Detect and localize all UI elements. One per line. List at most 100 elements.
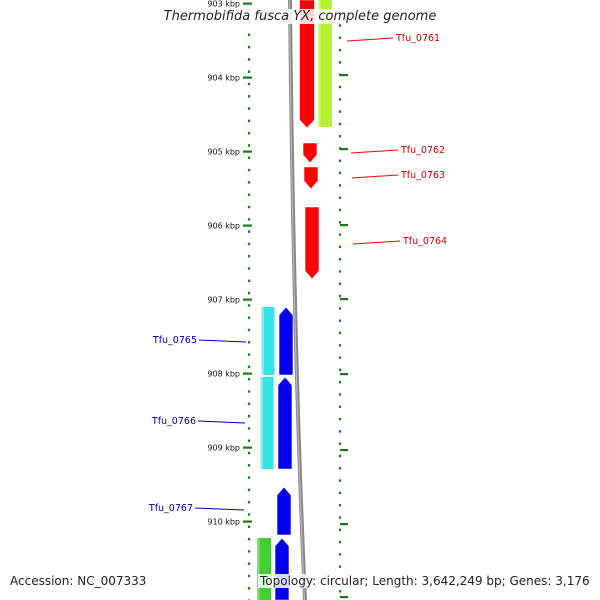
minor-tick — [339, 442, 342, 445]
kbp-major-tick — [243, 150, 252, 153]
minor-tick — [339, 258, 342, 261]
minor-tick — [248, 328, 251, 332]
gene-label: Tfu_0764 — [402, 236, 447, 247]
minor-tick — [248, 587, 251, 590]
minor-tick — [248, 181, 251, 184]
cds-arrow-tfu-0767 — [276, 486, 292, 536]
gene-labels: Tfu_0761 Tfu_0762 Tfu_0763 Tfu_0764 Tfu_0765… — [148, 33, 447, 514]
cds-arrow-tfu-0763 — [303, 166, 319, 190]
reverse-feature-bar-1-shade — [261, 307, 264, 375]
minor-tick — [339, 24, 342, 27]
minor-tick — [248, 476, 251, 479]
minor-tick — [248, 304, 251, 307]
kbp-label: 906 kbp — [207, 222, 240, 231]
minor-tick — [248, 365, 251, 369]
kbp-major-tick — [243, 446, 252, 449]
minor-tick — [339, 319, 342, 322]
gene-label: Tfu_0766 — [151, 416, 196, 427]
minor-tick — [339, 467, 342, 470]
minor-tick — [339, 491, 342, 495]
minor-tick — [248, 291, 251, 295]
minor-tick — [339, 504, 342, 507]
minor-tick — [339, 36, 342, 39]
ruler-ticks — [248, 9, 348, 600]
cds-arrow-next — [274, 537, 290, 600]
minor-tick — [248, 242, 251, 246]
backbone-highlight — [289, 0, 305, 600]
major-tick — [340, 449, 348, 452]
kbp-major-tick — [243, 2, 252, 5]
minor-tick — [248, 267, 251, 270]
minor-tick — [248, 107, 251, 110]
minor-tick — [248, 574, 251, 578]
minor-tick — [339, 479, 342, 482]
minor-tick — [248, 205, 251, 209]
gene-leader-line — [197, 420, 246, 424]
minor-tick — [339, 540, 342, 544]
minor-tick — [248, 119, 251, 123]
minor-tick — [339, 270, 342, 273]
kbp-label: 907 kbp — [207, 296, 240, 305]
kbp-major-tick — [243, 76, 252, 79]
minor-tick — [339, 171, 342, 175]
minor-tick — [248, 537, 251, 541]
minor-tick — [339, 454, 342, 458]
minor-tick — [248, 414, 251, 418]
reverse-feature-bar-1 — [261, 307, 275, 375]
minor-tick — [248, 156, 251, 159]
kbp-label: 905 kbp — [207, 148, 240, 157]
kbp-major-tick — [243, 520, 252, 523]
reverse-feature-bar-2-shade — [260, 377, 263, 469]
minor-tick — [339, 221, 342, 224]
minor-tick — [339, 282, 342, 285]
minor-tick — [339, 122, 342, 126]
minor-tick — [248, 341, 251, 344]
other-feature-bar-shade — [257, 538, 260, 600]
minor-tick — [248, 439, 251, 442]
minor-tick — [248, 488, 251, 492]
major-tick — [340, 523, 348, 526]
minor-tick — [248, 353, 251, 356]
minor-tick — [248, 193, 251, 196]
minor-tick — [248, 218, 251, 221]
minor-tick — [339, 331, 342, 335]
kbp-labels: 903 kbp 904 kbp 905 kbp 906 kbp 907 kbp 908 k… — [207, 0, 252, 527]
backbone — [288, 0, 307, 600]
minor-tick — [248, 144, 251, 147]
gene-label: Tfu_0763 — [400, 170, 445, 181]
minor-tick — [339, 356, 342, 359]
kbp-label: 910 kbp — [207, 518, 240, 527]
minor-tick — [248, 562, 251, 565]
minor-tick — [248, 316, 251, 319]
minor-tick — [339, 110, 342, 113]
minor-tick — [339, 344, 342, 347]
cds-arrow-tfu-0761 — [299, 0, 315, 129]
minor-tick — [248, 427, 251, 430]
minor-tick — [339, 590, 342, 593]
topology-label: Topology: circular; Length: 3,642,249 bp… — [258, 574, 592, 588]
forward-feature-bar-shade — [318, 0, 321, 127]
gene-leader-line — [352, 240, 401, 245]
minor-tick — [248, 33, 251, 36]
minor-tick — [248, 525, 251, 528]
gene-leader-line — [351, 174, 399, 179]
minor-tick — [248, 550, 251, 553]
cds-arrow-tfu-0764 — [304, 206, 320, 280]
major-tick — [340, 74, 348, 77]
minor-tick — [248, 82, 251, 86]
minor-tick — [339, 405, 342, 408]
minor-tick — [339, 48, 342, 52]
major-tick — [340, 148, 348, 151]
major-tick — [340, 373, 348, 376]
cds-arrow-tfu-0765 — [278, 306, 294, 376]
minor-tick — [339, 307, 342, 310]
minor-tick — [339, 196, 342, 199]
minor-tick — [248, 279, 251, 282]
gene-label: Tfu_0765 — [152, 335, 197, 346]
minor-tick — [339, 245, 342, 249]
major-tick — [340, 298, 348, 301]
kbp-major-tick — [243, 372, 252, 375]
gene-leader-line — [350, 149, 399, 154]
minor-tick — [339, 184, 342, 187]
